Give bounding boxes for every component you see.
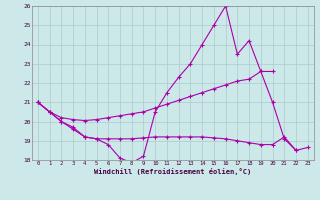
X-axis label: Windchill (Refroidissement éolien,°C): Windchill (Refroidissement éolien,°C) (94, 168, 252, 175)
